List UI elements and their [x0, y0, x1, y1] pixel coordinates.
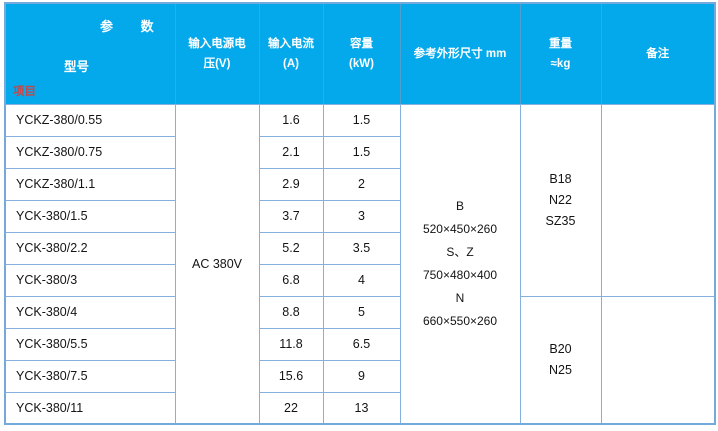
header-input-current: 输入电流 (A): [258, 3, 323, 105]
header-dimensions: 参考外形尺寸 mm: [399, 3, 520, 105]
model-cell: YCK-380/4: [4, 295, 176, 329]
weight-line: SZ35: [545, 213, 576, 228]
capacity-cell: 4: [322, 263, 401, 297]
header-capacity-line1: 容量: [350, 37, 373, 50]
weight-line: B20: [549, 341, 572, 356]
table-row: YCKZ-380/0.75 2.1 1.5: [4, 135, 715, 169]
remark-merged-cell-bottom: [600, 295, 716, 425]
dimensions-merged-cell: B 520×450×260 S、Z 750×480×400 N 660×550×…: [399, 103, 521, 425]
header-params-label: 参 数: [100, 19, 166, 34]
header-item-label: 项目: [13, 85, 36, 98]
weight-line: N25: [549, 362, 572, 377]
header-weight: 重量 ≈kg: [519, 3, 601, 105]
header-capacity-line2: (kW): [349, 57, 374, 70]
header-remark: 备注: [600, 3, 715, 105]
model-cell: YCK-380/2.2: [4, 231, 176, 265]
table-row: YCK-380/4 8.8 5 B20 N25: [4, 295, 716, 425]
header-input-current-line1: 输入电流: [268, 37, 314, 50]
remark-merged-cell-top: [600, 103, 716, 297]
model-cell: YCK-380/7.5: [4, 359, 176, 393]
dimensions-line: B: [455, 198, 464, 213]
current-cell: 15.6: [258, 359, 324, 393]
table-row: YCK-380/2.2 5.2 3.5: [4, 231, 715, 265]
header-input-current-line2: (A): [283, 57, 299, 70]
dimensions-line: S、Z: [446, 244, 474, 259]
table-row: YCK-380/3 6.8 4: [4, 263, 715, 297]
header-row: 参 数 型号 项目 输入电源电 压(V) 输入电流 (A) 容量 (kW): [5, 3, 715, 105]
capacity-cell: 6.5: [322, 327, 401, 361]
current-cell: 2.1: [258, 135, 324, 169]
dimensions-line: 520×450×260: [422, 221, 498, 236]
current-cell: 6.8: [258, 263, 324, 297]
header-capacity: 容量 (kW): [322, 3, 400, 105]
table-row: YCK-380/5.5 11.8 6.5: [4, 327, 715, 361]
spec-table: 参 数 型号 项目 输入电源电 压(V) 输入电流 (A) 容量 (kW): [4, 2, 716, 425]
current-cell: 11.8: [258, 327, 324, 361]
model-cell: YCK-380/3: [4, 263, 176, 297]
model-cell: YCK-380/11: [4, 391, 176, 425]
table-row: YCKZ-380/0.55 AC 380V 1.6 1.5 B 520×450×…: [4, 103, 716, 425]
weight-line: N22: [549, 192, 572, 207]
capacity-cell: 5: [322, 295, 401, 329]
weight-merged-cell-bottom: B20 N25: [519, 295, 602, 425]
model-cell: YCKZ-380/1.1: [4, 167, 176, 201]
header-model-label: 型号: [64, 60, 90, 74]
dimensions-line: 750×480×400: [422, 267, 498, 282]
weight-line: B18: [549, 171, 572, 186]
header-input-voltage-line2: 压(V): [203, 57, 231, 70]
table-row: YCK-380/7.5 15.6 9: [4, 359, 715, 393]
header-corner-cell: 参 数 型号 项目: [5, 3, 175, 105]
model-cell: YCK-380/5.5: [4, 327, 176, 361]
weight-merged-cell-top: B18 N22 SZ35: [519, 103, 602, 297]
header-input-voltage-line1: 输入电源电: [188, 37, 246, 50]
current-cell: 22: [258, 391, 324, 425]
capacity-cell: 3: [322, 199, 401, 233]
model-cell: YCK-380/1.5: [4, 199, 176, 233]
current-cell: 1.6: [258, 103, 324, 137]
header-weight-line1: 重量: [549, 37, 572, 50]
capacity-cell: 9: [322, 359, 401, 393]
model-cell: YCKZ-380/0.55: [4, 103, 176, 137]
dimensions-line: 660×550×260: [422, 313, 498, 328]
capacity-cell: 1.5: [322, 103, 401, 137]
dimensions-line: N: [455, 290, 465, 305]
voltage-merged-cell: AC 380V: [174, 103, 260, 425]
header-weight-line2: ≈kg: [550, 57, 571, 70]
current-cell: 5.2: [258, 231, 324, 265]
table-row: YCK-380/11 22 13: [4, 391, 715, 425]
table-header: 参 数 型号 项目 输入电源电 压(V) 输入电流 (A) 容量 (kW): [5, 3, 715, 105]
header-remark-line1: 备注: [646, 47, 670, 60]
header-input-voltage: 输入电源电 压(V): [174, 3, 259, 105]
table-body: YCKZ-380/0.55 AC 380V 1.6 1.5 B 520×450×…: [4, 103, 716, 425]
current-cell: 3.7: [258, 199, 324, 233]
model-cell: YCKZ-380/0.75: [4, 135, 176, 169]
header-dimensions-line1: 参考外形尺寸 mm: [413, 47, 507, 60]
capacity-cell: 13: [322, 391, 401, 425]
capacity-cell: 2: [322, 167, 401, 201]
capacity-cell: 1.5: [322, 135, 401, 169]
current-cell: 2.9: [258, 167, 324, 201]
table-row: YCKZ-380/1.1 2.9 2: [4, 167, 715, 201]
current-cell: 8.8: [258, 295, 324, 329]
capacity-cell: 3.5: [322, 231, 401, 265]
